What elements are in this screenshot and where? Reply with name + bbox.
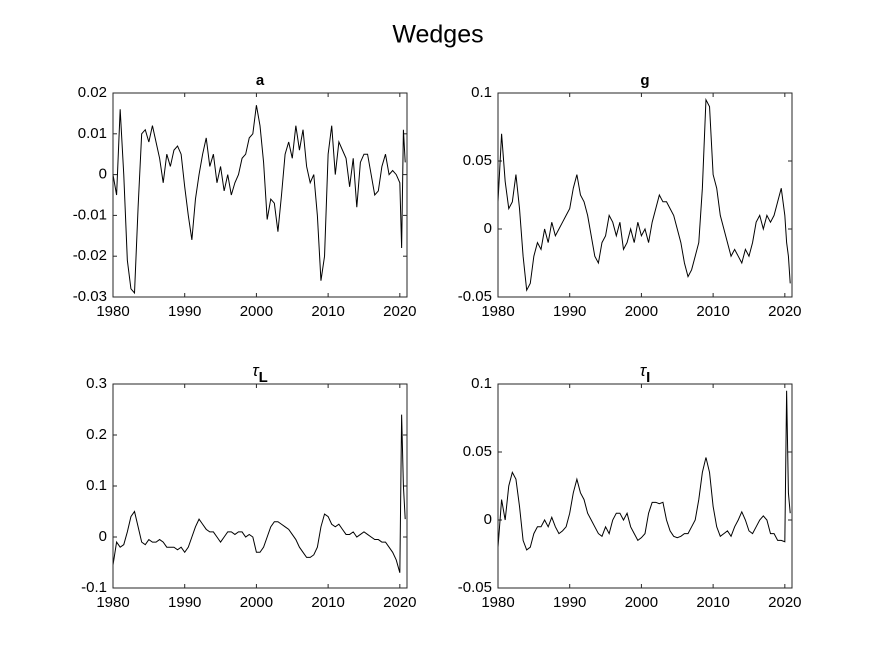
axes-box [497,92,793,298]
x-tick-label: 2010 [311,303,344,320]
x-tick-label: 2020 [768,303,801,320]
x-tick-label: 2000 [240,303,273,320]
x-tick-label: 2020 [383,594,416,611]
y-tick-label: 0.1 [471,84,492,101]
x-tick-label: 2000 [240,594,273,611]
y-tick-label: -0.03 [73,288,107,305]
x-tick-label: 2000 [625,594,658,611]
y-tick-label: -0.05 [458,579,492,596]
x-tick-label: 2020 [768,594,801,611]
x-tick-label: 2010 [696,594,729,611]
y-tick-label: 0.05 [463,443,492,460]
axes-background [498,93,792,297]
subplot-title: τL [252,361,268,385]
title-text: a [256,72,265,89]
x-tick-label: 1990 [168,303,201,320]
x-tick-label: 1990 [553,303,586,320]
axes-box [497,383,793,589]
y-tick-label: -0.05 [458,288,492,305]
y-tick-label: 0.1 [471,375,492,392]
title-text: τ [252,361,260,380]
x-tick-label: 1980 [481,594,514,611]
subplot-title: τI [640,361,651,385]
axes-background [113,384,407,588]
subplot: -0.05 0 0.05 0.1 1980 1990 2000 2010 2020 g [458,72,802,320]
title-subscript: L [259,369,268,386]
x-tick-label: 1990 [168,594,201,611]
y-tick-label: 0 [484,511,492,528]
x-tick-label: 1980 [481,303,514,320]
subplot-title: g [640,72,649,89]
series-line [112,105,406,295]
y-tick-label: 0 [484,220,492,237]
y-tick-label: 0.05 [463,152,492,169]
subplot: -0.03 -0.02 -0.01 0 0.01 0.02 1980 1990 2000 2010… [73,72,417,320]
figure-title: Wedges [392,21,483,49]
y-tick-label: 0 [99,166,107,183]
series-line [497,390,791,551]
y-tick-label: 0.2 [86,426,107,443]
x-tick-label: 1990 [553,594,586,611]
axes-background [498,384,792,588]
x-tick-label: 2010 [311,594,344,611]
y-tick-label: 0.02 [78,84,107,101]
x-tick-label: 2010 [696,303,729,320]
y-tick-label: 0.3 [86,375,107,392]
y-tick-label: 0.01 [78,125,107,142]
y-tick-label: 0.1 [86,477,107,494]
x-tick-label: 1980 [96,303,129,320]
y-tick-label: -0.1 [81,579,107,596]
axes-box [112,92,408,298]
subplot: -0.05 0 0.05 0.1 1980 1990 2000 2010 2020 τI [458,361,802,610]
title-text: g [640,72,649,89]
series-line [497,97,791,292]
y-tick-label: -0.02 [73,247,107,264]
title-subscript: I [646,369,650,386]
x-tick-label: 1980 [96,594,129,611]
series-line [112,414,406,573]
y-tick-label: 0 [99,528,107,545]
subplot-title: a [256,72,265,89]
x-tick-label: 2000 [625,303,658,320]
y-tick-label: -0.01 [73,206,107,223]
subplot: -0.1 0 0.1 0.2 0.3 1980 1990 2000 2010 2020 τL [81,361,416,610]
title-text: τ [640,361,648,380]
x-tick-label: 2020 [383,303,416,320]
axes-box [112,383,408,589]
